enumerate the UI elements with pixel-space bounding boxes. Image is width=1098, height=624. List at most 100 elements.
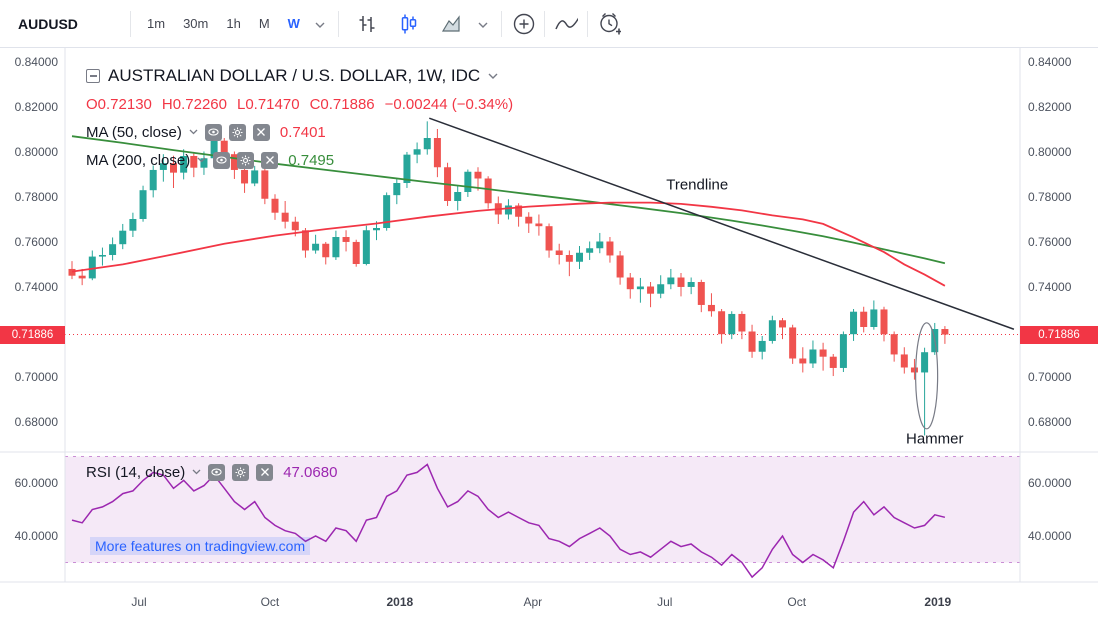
- time-scale[interactable]: Jul Oct 2018 Apr Jul Oct 2019: [0, 582, 1098, 624]
- open-value: O0.72130: [86, 95, 152, 113]
- symbol-name[interactable]: AUDUSD: [18, 15, 78, 32]
- price-scale-left[interactable]: 0.84000 0.82000 0.80000 0.78000 0.76000 0.740…: [0, 48, 65, 582]
- ma200-value: 0.7495: [288, 151, 335, 169]
- interval-1m-button[interactable]: 1m: [138, 9, 174, 39]
- indicators-icon: [555, 17, 578, 29]
- ma50-value: 0.7401: [279, 123, 326, 141]
- time-axis-label: Apr: [523, 595, 543, 609]
- gear-icon[interactable]: [228, 123, 246, 141]
- eye-icon[interactable]: [213, 151, 231, 169]
- high-value: H0.72260: [161, 95, 227, 113]
- axis-label: 0.78000: [1028, 189, 1072, 204]
- axis-label: 60.0000: [1028, 476, 1072, 490]
- area-icon: [441, 14, 460, 32]
- axis-label: 60.0000: [14, 476, 58, 490]
- collapse-legend-icon[interactable]: [86, 69, 100, 83]
- toolbar-separator: [500, 10, 502, 37]
- close-icon[interactable]: [252, 123, 270, 141]
- chart-title: AUSTRALIAN DOLLAR / U.S. DOLLAR, 1W, IDC: [108, 66, 481, 85]
- toolbar-separator: [337, 10, 339, 37]
- axis-label: 0.76000: [14, 234, 58, 249]
- annotation-trendline[interactable]: Trendline: [666, 176, 729, 194]
- axis-label: 0.82000: [14, 99, 58, 114]
- rsi-legend: RSI (14, close) 47.0680: [86, 458, 337, 486]
- gear-icon[interactable]: [232, 463, 250, 481]
- ma200-legend-row: MA (200, close) 0.7495: [86, 146, 513, 174]
- time-axis-label: 2018: [386, 595, 414, 609]
- eye-icon[interactable]: [204, 123, 222, 141]
- axis-label: 0.68000: [1028, 414, 1072, 429]
- chart-type-chevron-icon[interactable]: [472, 9, 494, 39]
- ma50-label[interactable]: MA (50, close): [86, 123, 182, 141]
- candles-chart-type-button[interactable]: [391, 6, 427, 42]
- alert-button[interactable]: [591, 6, 627, 42]
- toolbar-separator: [543, 10, 545, 37]
- interval-W-button[interactable]: W: [279, 9, 309, 39]
- legend-title-row[interactable]: AUSTRALIAN DOLLAR / U.S. DOLLAR, 1W, IDC: [86, 62, 513, 90]
- compare-button[interactable]: [505, 6, 541, 42]
- axis-label: 0.74000: [1028, 279, 1072, 294]
- bars-icon: [359, 15, 375, 32]
- rsi-legend-row: RSI (14, close) 47.0680: [86, 458, 337, 486]
- alarm-clock-icon: [600, 13, 621, 35]
- rsi-label[interactable]: RSI (14, close): [86, 463, 186, 481]
- low-value: L0.71470: [236, 95, 300, 113]
- candles-icon: [401, 14, 417, 33]
- last-price-badge-right: 0.71886: [1020, 325, 1098, 344]
- tradingview-link[interactable]: More features on tradingview.com: [90, 537, 311, 555]
- time-axis-label: Oct: [260, 595, 280, 609]
- axis-label: 0.84000: [1028, 54, 1072, 69]
- toolbar-separator: [586, 10, 588, 37]
- axis-label: 0.68000: [14, 414, 58, 429]
- interval-30m-button[interactable]: 30m: [174, 9, 217, 39]
- axis-label: 0.70000: [14, 369, 58, 384]
- axis-label: 0.70000: [1028, 369, 1072, 384]
- toolbar-separator: [130, 10, 131, 37]
- ma200-label[interactable]: MA (200, close): [86, 151, 191, 169]
- close-icon[interactable]: [256, 463, 274, 481]
- chevron-down-icon: [488, 73, 498, 79]
- chevron-down-icon: [192, 469, 201, 475]
- eye-icon[interactable]: [208, 463, 226, 481]
- axis-label: 0.74000: [14, 279, 58, 294]
- bars-chart-type-button[interactable]: [349, 6, 385, 42]
- chevron-down-icon: [189, 129, 198, 135]
- change-value: −0.00244 (−0.34%): [384, 95, 514, 113]
- area-chart-type-button[interactable]: [433, 6, 469, 42]
- ohlc-row: O0.72130 H0.72260 L0.71470 C0.71886 −0.0…: [86, 90, 513, 118]
- toolbar: AUDUSD 1m 30m 1h M W: [0, 0, 1098, 48]
- price-scale-right[interactable]: 0.84000 0.82000 0.80000 0.78000 0.76000 0.740…: [1020, 48, 1098, 582]
- gear-icon[interactable]: [237, 151, 255, 169]
- ma50-legend-row: MA (50, close) 0.7401: [86, 118, 513, 146]
- trendline-drawing: [429, 117, 1015, 330]
- interval-chevron-icon[interactable]: [309, 9, 331, 39]
- axis-label: 40.0000: [14, 529, 58, 543]
- interval-1h-button[interactable]: 1h: [217, 9, 249, 39]
- last-price-badge-left: 0.71886: [0, 325, 65, 344]
- axis-label: 0.80000: [14, 144, 58, 159]
- chart-type-group: [346, 6, 494, 42]
- time-axis-label: Jul: [131, 595, 147, 609]
- ma50-line: [71, 201, 946, 287]
- main-legend: AUSTRALIAN DOLLAR / U.S. DOLLAR, 1W, IDC…: [86, 62, 513, 174]
- axis-label: 0.76000: [1028, 234, 1072, 249]
- compare-icon: [513, 13, 535, 34]
- indicators-button[interactable]: [548, 6, 584, 42]
- axis-label: 40.0000: [1028, 529, 1072, 543]
- chevron-down-icon: [197, 157, 206, 163]
- close-value: C0.71886: [309, 95, 375, 113]
- time-axis-label: Oct: [787, 595, 807, 609]
- axis-label: 0.80000: [1028, 144, 1072, 159]
- axis-label: 0.84000: [14, 54, 58, 69]
- axis-label: 0.82000: [1028, 99, 1072, 114]
- axis-label: 0.78000: [14, 189, 58, 204]
- interval-M-button[interactable]: M: [250, 9, 279, 39]
- rsi-value: 47.0680: [283, 463, 338, 481]
- time-axis-label: 2019: [924, 595, 952, 609]
- interval-group: 1m 30m 1h M W: [138, 9, 331, 39]
- time-axis-label: Jul: [657, 595, 673, 609]
- annotation-hammer[interactable]: Hammer: [905, 430, 964, 448]
- close-icon[interactable]: [261, 151, 279, 169]
